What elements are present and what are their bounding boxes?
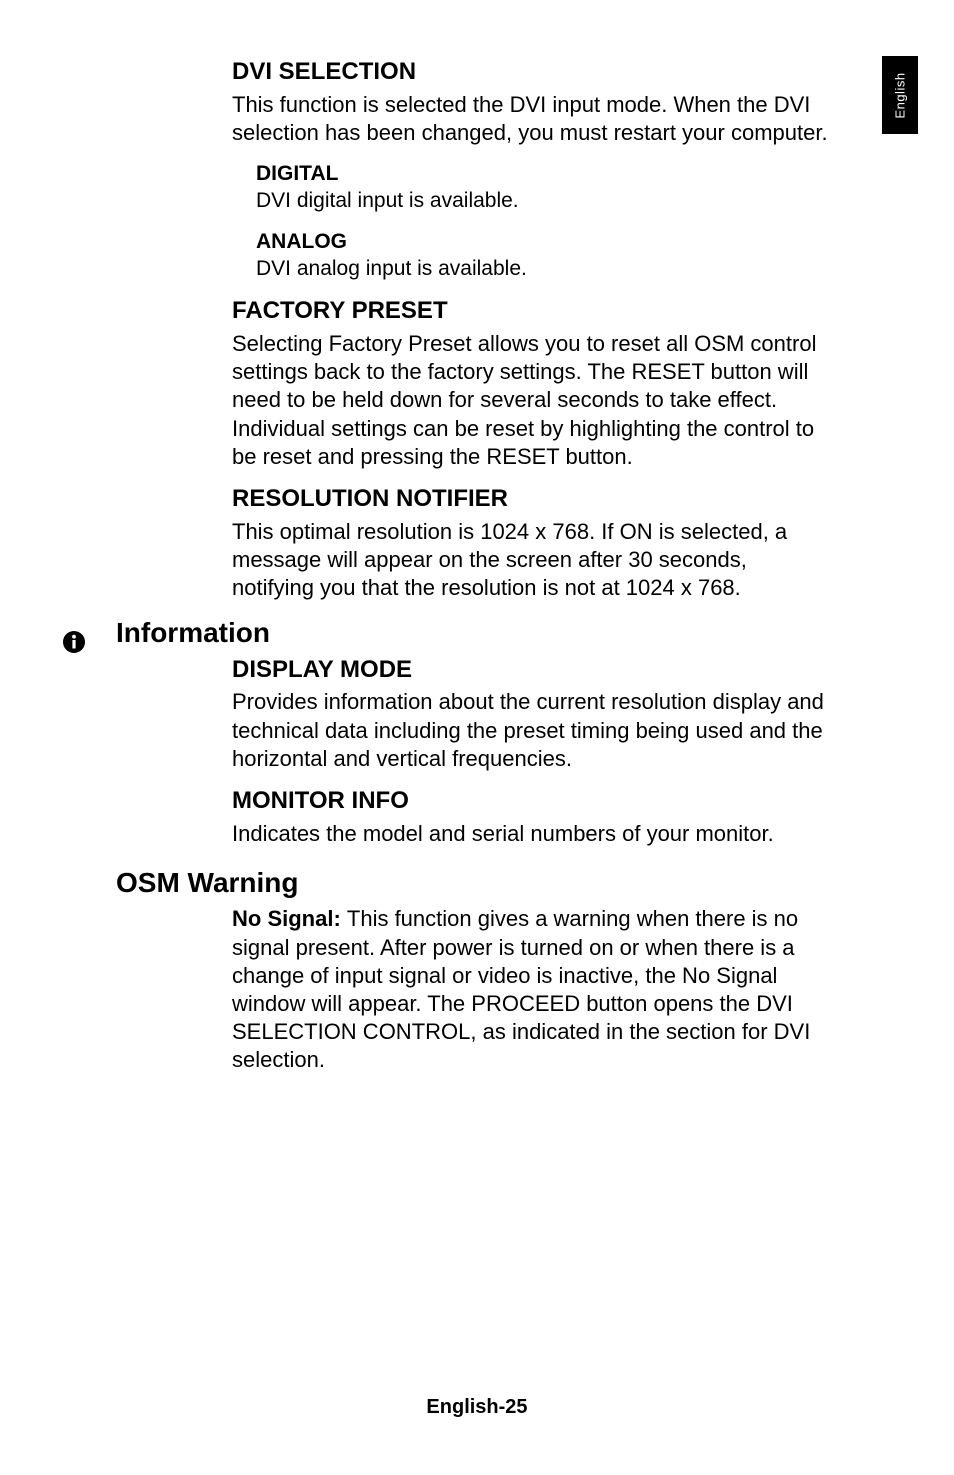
factory-preset-body: Selecting Factory Preset allows you to r…	[232, 330, 828, 471]
monitor-info-heading: MONITOR INFO	[232, 787, 828, 816]
no-signal-paragraph: No Signal: This function gives a warning…	[232, 905, 828, 1074]
dvi-selection-heading: DVI SELECTION	[232, 58, 828, 87]
dvi-selection-body: This function is selected the DVI input …	[232, 91, 828, 147]
language-tab-label: English	[893, 72, 908, 118]
page-footer: English-25	[0, 1396, 954, 1419]
analog-block: ANALOG DVI analog input is available.	[256, 229, 828, 283]
info-icon	[62, 630, 86, 654]
analog-heading: ANALOG	[256, 229, 828, 254]
resolution-notifier-heading: RESOLUTION NOTIFIER	[232, 485, 828, 514]
no-signal-label: No Signal:	[232, 906, 347, 931]
language-tab: English	[882, 56, 918, 134]
page-content: DVI SELECTION This function is selected …	[232, 58, 828, 1088]
factory-preset-section: FACTORY PRESET Selecting Factory Preset …	[232, 297, 828, 471]
display-mode-body: Provides information about the current r…	[232, 688, 828, 772]
digital-block: DIGITAL DVI digital input is available.	[256, 161, 828, 215]
analog-body: DVI analog input is available.	[256, 256, 828, 283]
display-mode-heading: DISPLAY MODE	[232, 656, 828, 685]
information-section: Information DISPLAY MODE Provides inform…	[116, 616, 828, 848]
information-heading: Information	[116, 616, 828, 650]
page-number: English-25	[426, 1396, 527, 1418]
digital-heading: DIGITAL	[256, 161, 828, 186]
monitor-info-body: Indicates the model and serial numbers o…	[232, 820, 828, 848]
resolution-notifier-body: This optimal resolution is 1024 x 768. I…	[232, 518, 828, 602]
osm-warning-section: OSM Warning No Signal: This function giv…	[116, 866, 828, 1075]
digital-body: DVI digital input is available.	[256, 188, 828, 215]
dvi-selection-section: DVI SELECTION This function is selected …	[232, 58, 828, 283]
resolution-notifier-section: RESOLUTION NOTIFIER This optimal resolut…	[232, 485, 828, 602]
osm-warning-heading: OSM Warning	[116, 866, 828, 900]
factory-preset-heading: FACTORY PRESET	[232, 297, 828, 326]
